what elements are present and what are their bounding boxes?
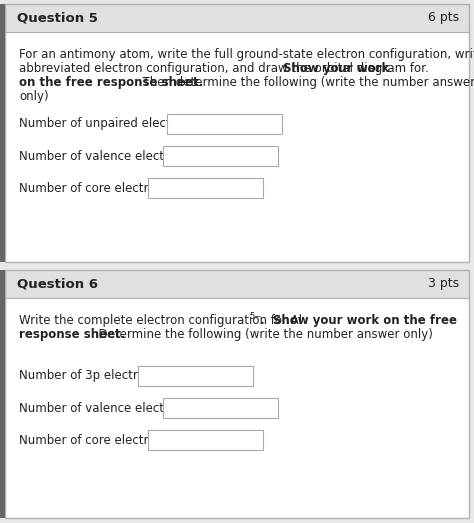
Bar bbox=[163, 398, 278, 418]
Bar bbox=[163, 146, 278, 166]
Text: Number of unpaired electrons =: Number of unpaired electrons = bbox=[19, 118, 210, 131]
Bar bbox=[5, 298, 469, 518]
Bar bbox=[0, 270, 5, 518]
Text: Number of 3p electrons =: Number of 3p electrons = bbox=[19, 370, 172, 382]
Bar bbox=[0, 4, 5, 262]
Text: Determine the following (write the number answer only): Determine the following (write the numbe… bbox=[91, 328, 433, 341]
Bar bbox=[138, 366, 254, 386]
Text: 6 pts: 6 pts bbox=[428, 12, 459, 25]
Text: response sheet.: response sheet. bbox=[19, 328, 126, 341]
Bar bbox=[167, 114, 283, 134]
Text: Question 6: Question 6 bbox=[17, 278, 98, 290]
Text: 5−: 5− bbox=[250, 312, 262, 321]
Bar bbox=[5, 4, 469, 32]
Text: only): only) bbox=[19, 90, 49, 103]
Bar bbox=[5, 270, 469, 518]
Text: Question 5: Question 5 bbox=[17, 12, 98, 25]
Text: 3 pts: 3 pts bbox=[428, 278, 459, 290]
Text: Number of valence electrons =: Number of valence electrons = bbox=[19, 402, 203, 415]
Bar bbox=[5, 32, 469, 262]
Text: on the free response sheet.: on the free response sheet. bbox=[19, 76, 203, 89]
Bar bbox=[148, 178, 263, 198]
Text: Write the complete electron configuration for Al: Write the complete electron configuratio… bbox=[19, 314, 302, 327]
Bar bbox=[5, 4, 469, 262]
Bar bbox=[148, 430, 263, 450]
Text: For an antimony atom, write the full ground-state electron configuration, write : For an antimony atom, write the full gro… bbox=[19, 48, 474, 61]
Bar bbox=[5, 270, 469, 298]
Text: Show your work: Show your work bbox=[283, 62, 389, 75]
Text: Number of core electrons =: Number of core electrons = bbox=[19, 181, 182, 195]
Text: Then determine the following (write the number answer: Then determine the following (write the … bbox=[135, 76, 474, 89]
Text: Number of valence electrons =: Number of valence electrons = bbox=[19, 150, 203, 163]
Text: abbreviated electron configuration, and draw the orbital diagram for.: abbreviated electron configuration, and … bbox=[19, 62, 436, 75]
Text: Number of core electrons =: Number of core electrons = bbox=[19, 434, 182, 447]
Text: .  Show your work on the free: . Show your work on the free bbox=[260, 314, 457, 327]
